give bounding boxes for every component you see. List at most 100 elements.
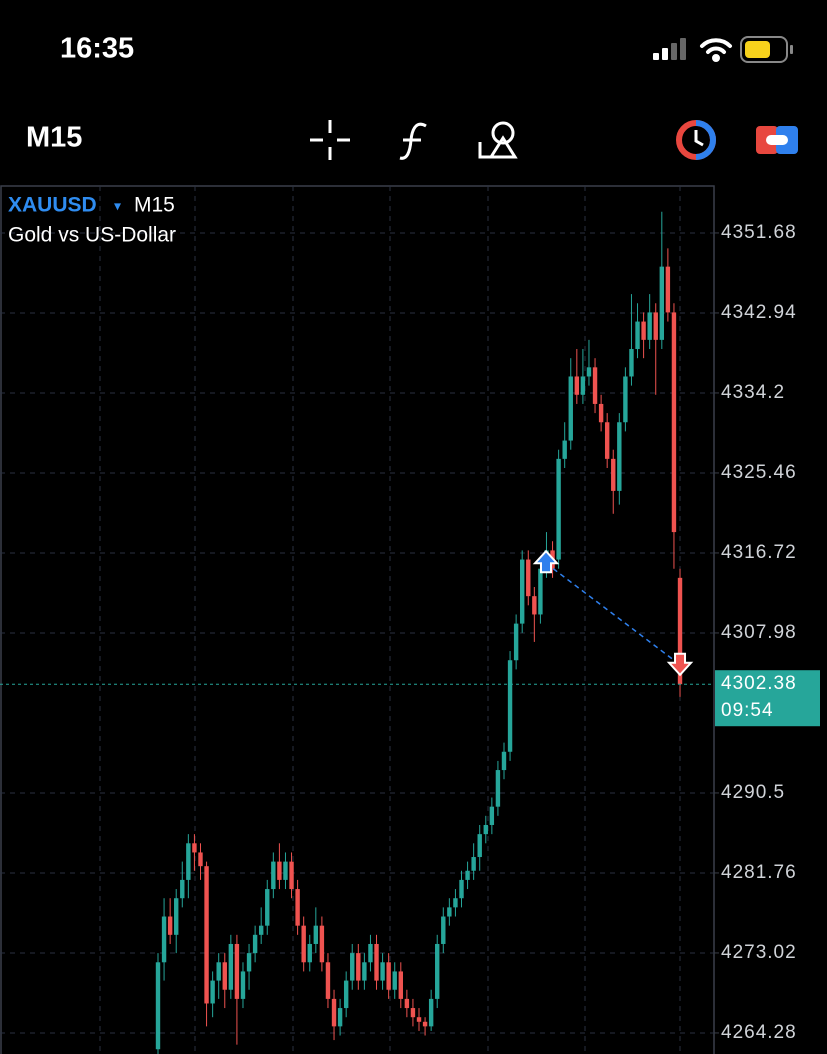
- candle-body: [520, 559, 525, 624]
- y-tick-label: 4281.76: [721, 862, 797, 883]
- candle-body: [283, 861, 288, 880]
- candle-body: [556, 458, 561, 560]
- y-tick-label: 4316.72: [721, 542, 797, 563]
- candle-body: [641, 321, 646, 340]
- status-time: 16:35: [60, 33, 134, 65]
- candle-body: [271, 861, 276, 890]
- candle-body: [507, 660, 513, 752]
- candle-body: [350, 953, 355, 981]
- candle-body: [356, 953, 361, 981]
- battery-icon: [740, 36, 793, 63]
- y-tick-label: 4273.02: [721, 942, 797, 963]
- candle-body: [289, 861, 294, 890]
- trade-clock-button[interactable]: [676, 120, 716, 160]
- chart-timeframe: M15: [134, 194, 175, 217]
- candle-body: [532, 596, 537, 615]
- candle-body: [592, 367, 598, 404]
- candle-body: [180, 879, 185, 899]
- candle-body: [489, 806, 495, 825]
- candle-body: [404, 998, 410, 1009]
- candle-body: [307, 943, 312, 963]
- crosshair-button[interactable]: [310, 120, 350, 160]
- candle-body: [161, 916, 167, 963]
- candle-body: [319, 925, 325, 963]
- candle-body: [222, 962, 227, 990]
- candle-body: [501, 751, 507, 771]
- candle-body: [453, 898, 458, 908]
- candle-body: [580, 376, 586, 395]
- candle-body: [604, 422, 610, 459]
- candle-body: [386, 962, 391, 990]
- symbol-menu[interactable]: ▾: [114, 198, 121, 214]
- candle-body: [228, 943, 234, 990]
- candle-body: [465, 870, 470, 880]
- sell-arrow: [666, 652, 694, 677]
- y-tick-label: 4325.46: [721, 462, 797, 483]
- candle-body: [362, 962, 367, 981]
- time-grid: [99, 186, 681, 1054]
- candle-body: [313, 925, 319, 944]
- candle-body: [477, 834, 482, 858]
- y-tick-label: 4334.2: [721, 382, 785, 403]
- candle-body: [568, 376, 573, 441]
- candle-body: [252, 934, 258, 954]
- candle-body: [410, 1008, 416, 1018]
- candle-body: [459, 879, 464, 899]
- candle-body: [198, 852, 203, 867]
- candle-body: [428, 998, 434, 1027]
- candle-body: [380, 962, 385, 981]
- candle-body: [495, 770, 501, 807]
- candle-body: [598, 403, 604, 423]
- y-tick-label: 4342.94: [721, 302, 797, 323]
- objects-button[interactable]: [478, 121, 518, 159]
- candle-body: [471, 857, 476, 871]
- candle-body: [629, 349, 634, 377]
- candle-body: [192, 843, 197, 853]
- candle-body: [422, 1021, 428, 1027]
- candle-body: [295, 889, 300, 926]
- candle-body: [210, 980, 215, 1004]
- symbol-description: Gold vs US-Dollar: [8, 224, 176, 247]
- one-click-trading-button[interactable]: [756, 126, 798, 154]
- candle-body: [653, 312, 658, 340]
- candle-body: [155, 962, 161, 1050]
- timeframe-button[interactable]: M15: [26, 122, 82, 154]
- symbol[interactable]: XAUUSD: [8, 194, 97, 217]
- y-tick-label: 4307.98: [721, 622, 797, 643]
- candle-body: [677, 577, 683, 685]
- candle-body: [398, 971, 403, 999]
- y-tick-label: 4290.5: [721, 782, 785, 803]
- candle-body: [665, 266, 671, 313]
- signal-icon: [653, 38, 686, 60]
- candle-body: [337, 1008, 343, 1027]
- candle-body: [574, 376, 580, 395]
- candle-body: [246, 953, 252, 972]
- candle-body: [174, 898, 179, 935]
- candle-body: [513, 623, 519, 661]
- candle-body: [216, 962, 221, 981]
- chart-frame: [0, 185, 715, 1054]
- candle-body: [447, 907, 452, 917]
- candle-body: [586, 367, 592, 377]
- candle-body: [416, 1017, 422, 1022]
- candle-body: [435, 943, 440, 999]
- current-price-label: 4302.38: [721, 673, 797, 694]
- overlay: 4302.38 09:54: [0, 549, 820, 727]
- y-tick-label: 4351.68: [721, 222, 797, 243]
- candle-body: [325, 962, 331, 999]
- y-tick-label: 4264.28: [721, 1022, 797, 1043]
- price-axis: 4351.68 4342.94 4334.2 4325.46 4316.72 4307.9…: [714, 222, 797, 1043]
- bar-countdown: 09:54: [721, 700, 774, 721]
- candle-body: [265, 889, 270, 926]
- candle-body: [617, 422, 622, 491]
- candle-body: [635, 321, 640, 350]
- candle-body: [240, 971, 246, 999]
- candle-body: [343, 980, 349, 1009]
- candles: [155, 211, 683, 1054]
- current-price-box: [715, 670, 820, 727]
- candle-body: [167, 916, 173, 935]
- indicators-button[interactable]: [399, 122, 427, 160]
- wifi-icon: [700, 38, 732, 62]
- candle-body: [483, 824, 488, 835]
- candle-body: [374, 943, 379, 981]
